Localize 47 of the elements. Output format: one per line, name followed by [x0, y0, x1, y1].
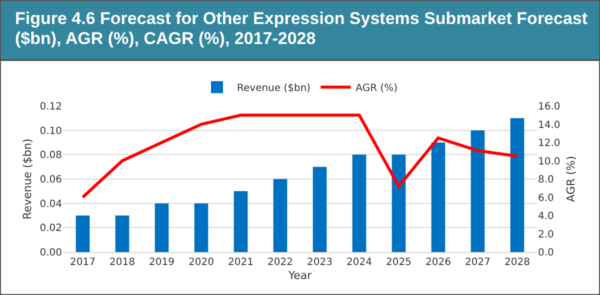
y2-tick-label: 10.0	[538, 156, 560, 168]
y-tick-label: 0.12	[40, 102, 62, 112]
bar	[76, 216, 90, 252]
y-tick-label: 0.00	[40, 248, 62, 258]
x-tick-label: 2025	[386, 257, 412, 268]
y-tick-label: 0.04	[40, 198, 62, 210]
x-tick-label: 2020	[188, 257, 214, 268]
y2-axis-title: AGR (%)	[564, 156, 578, 202]
bar	[115, 216, 130, 252]
bar	[312, 166, 327, 252]
bar	[510, 118, 524, 252]
bar	[194, 203, 208, 252]
y2-tick-label: 16.0	[538, 102, 560, 112]
x-tick-label: 2027	[465, 257, 490, 268]
y2-tick-label: 8.0	[538, 174, 554, 186]
x-axis-title: Year	[287, 269, 312, 282]
x-tick-label: 2018	[110, 257, 135, 268]
chart-title: Figure 4.6 Forecast for Other Expression Systems Submarket Forecast ($bn), AGR (%), CAGR (%), 2017-2028	[1, 1, 599, 61]
y2-tick-label: 4.0	[538, 211, 554, 222]
y2-tick-label: 12.0	[538, 138, 560, 149]
bar	[234, 191, 248, 252]
legend-label: Revenue ($bn)	[237, 83, 311, 94]
x-tick-label: 2019	[149, 257, 174, 268]
bar	[431, 142, 446, 252]
bar	[392, 154, 406, 252]
x-tick-label: 2023	[307, 257, 332, 268]
y-tick-label: 0.08	[40, 150, 62, 162]
x-tick-label: 2017	[70, 257, 96, 268]
bar	[273, 179, 288, 252]
y-tick-label: 0.10	[40, 126, 62, 137]
y2-tick-label: 6.0	[538, 192, 554, 204]
x-tick-label: 2026	[426, 257, 451, 268]
bar	[352, 154, 366, 252]
x-tick-label: 2022	[268, 257, 293, 268]
y-tick-label: 0.06	[40, 174, 62, 186]
bar	[154, 203, 169, 252]
line-series	[81, 114, 519, 199]
y-axis-title: Revenue ($bn)	[21, 138, 34, 220]
x-tick-label: 2021	[228, 257, 254, 268]
x-tick-label: 2028	[504, 257, 530, 268]
x-tick-label: 2024	[346, 257, 372, 268]
y-tick-label: 0.02	[40, 223, 62, 234]
bar	[470, 130, 485, 252]
y2-tick-label: 2.0	[538, 229, 554, 240]
legend-label: AGR (%)	[356, 83, 398, 94]
y2-tick-label: 14.0	[538, 120, 560, 131]
y2-tick-label: 0.0	[538, 248, 554, 258]
